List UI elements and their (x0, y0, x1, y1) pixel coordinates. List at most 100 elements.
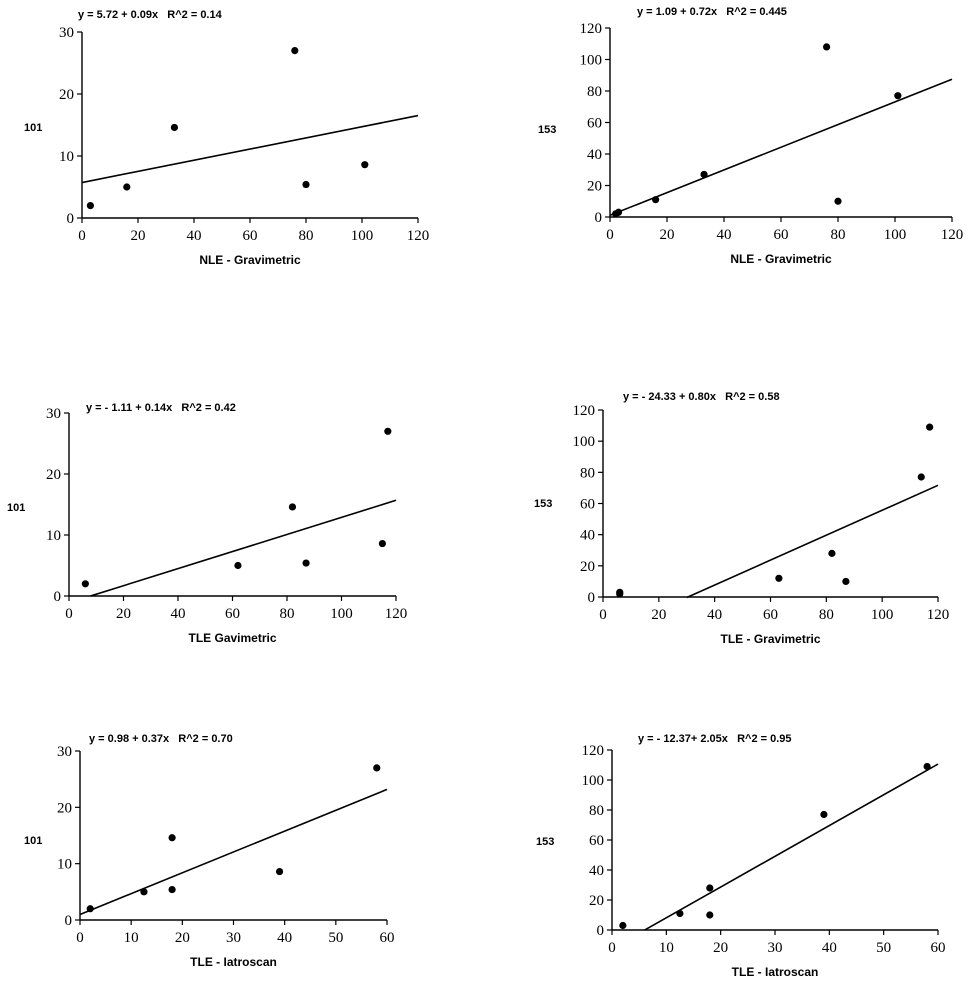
regression-line (81, 114, 419, 184)
y-tick-label: 120 (573, 403, 596, 419)
x-tick-label: 40 (717, 227, 732, 243)
y-tick-label: 60 (580, 497, 595, 513)
x-tick-label: 60 (931, 940, 946, 956)
regression-equation: y = - 12.37+ 2.05x R^2 = 0.95 (638, 733, 792, 745)
data-point (614, 208, 623, 216)
data-point (123, 183, 131, 191)
y-tick-label: 80 (589, 803, 604, 819)
data-point (168, 834, 176, 842)
x-axis-label: TLE - Iatroscan (190, 955, 277, 969)
y-axis-label: 101 (24, 835, 42, 847)
x-tick-label: 80 (299, 228, 314, 244)
y-axis-label: 153 (538, 124, 556, 136)
y-tick-label: 30 (59, 25, 74, 41)
y-tick-label: 120 (582, 743, 605, 759)
y-tick-label: 0 (65, 913, 73, 929)
x-tick-label: 0 (608, 940, 616, 956)
data-point (619, 921, 627, 930)
y-tick-label: 0 (54, 589, 62, 605)
data-point (140, 888, 148, 896)
data-point (926, 423, 934, 431)
x-tick-label: 20 (116, 606, 131, 622)
x-tick-label: 0 (78, 228, 86, 244)
x-tick-label: 80 (819, 607, 834, 623)
data-point (775, 574, 783, 582)
x-tick-label: 60 (774, 227, 789, 243)
y-tick-label: 120 (580, 21, 603, 37)
x-tick-label: 20 (175, 930, 190, 946)
data-point (700, 170, 708, 179)
y-tick-label: 100 (580, 53, 603, 69)
x-tick-label: 40 (171, 606, 186, 622)
y-tick-label: 10 (59, 149, 74, 165)
data-point (361, 161, 369, 169)
x-tick-label: 100 (351, 228, 374, 244)
data-point (168, 885, 176, 894)
x-tick-label: 120 (927, 607, 950, 623)
y-tick-label: 60 (587, 116, 602, 132)
data-point (81, 580, 89, 588)
y-tick-label: 30 (46, 406, 61, 422)
regression-line (686, 484, 939, 599)
y-tick-label: 20 (46, 467, 61, 483)
y-tick-label: 30 (57, 744, 72, 760)
x-axis-label: TLE - Iatroscan (732, 965, 819, 979)
x-tick-label: 10 (124, 930, 139, 946)
x-tick-label: 60 (763, 607, 778, 623)
y-tick-label: 10 (57, 857, 72, 873)
x-tick-label: 30 (768, 940, 783, 956)
x-tick-label: 120 (385, 606, 408, 622)
data-point (302, 180, 310, 189)
data-point (275, 867, 284, 876)
y-tick-label: 20 (57, 800, 72, 816)
data-point (894, 92, 902, 100)
x-tick-label: 100 (330, 606, 353, 622)
x-tick-label: 120 (941, 227, 964, 243)
data-point (823, 43, 831, 51)
x-tick-label: 0 (599, 607, 607, 623)
y-axis-label: 153 (536, 836, 554, 848)
regression-line (609, 78, 953, 217)
y-tick-label: 0 (595, 210, 603, 226)
y-tick-label: 60 (589, 833, 604, 849)
data-point (917, 473, 925, 481)
data-point (373, 764, 381, 772)
y-tick-label: 0 (597, 923, 605, 939)
data-point (288, 503, 297, 511)
y-tick-label: 20 (580, 559, 595, 575)
y-axis-label: 153 (534, 498, 552, 510)
x-axis-label: TLE - Gravimetric (720, 632, 820, 646)
x-tick-label: 60 (380, 930, 395, 946)
y-tick-label: 40 (580, 528, 595, 544)
data-point (234, 561, 242, 570)
data-point (86, 905, 94, 913)
regression-line (90, 499, 397, 597)
x-tick-label: 0 (65, 606, 73, 622)
regression-line (644, 763, 939, 931)
y-tick-label: 0 (67, 211, 75, 227)
x-tick-label: 30 (226, 930, 241, 946)
chart-panel-5: y = 0.98 + 0.37x R^2 = 0.70 0 10 20 30 40 50 60… (24, 733, 395, 969)
data-point (828, 549, 836, 557)
data-point (652, 196, 660, 204)
y-tick-label: 100 (582, 773, 605, 789)
y-tick-label: 20 (59, 87, 74, 103)
y-tick-label: 10 (46, 528, 61, 544)
x-axis-label: NLE - Gravimetric (199, 253, 301, 267)
y-tick-label: 40 (587, 147, 602, 163)
y-tick-label: 40 (589, 863, 604, 879)
y-tick-label: 20 (589, 893, 604, 909)
x-tick-label: 60 (225, 606, 240, 622)
x-tick-label: 10 (659, 940, 674, 956)
x-tick-label: 100 (871, 607, 894, 623)
x-tick-label: 40 (277, 930, 292, 946)
y-tick-label: 100 (573, 434, 596, 450)
data-point (923, 762, 931, 771)
x-axis-label: TLE Gavimetric (188, 631, 276, 645)
x-tick-label: 100 (884, 227, 907, 243)
data-point (291, 47, 299, 55)
data-point (842, 577, 850, 586)
data-point (820, 810, 828, 819)
data-point (676, 909, 684, 918)
